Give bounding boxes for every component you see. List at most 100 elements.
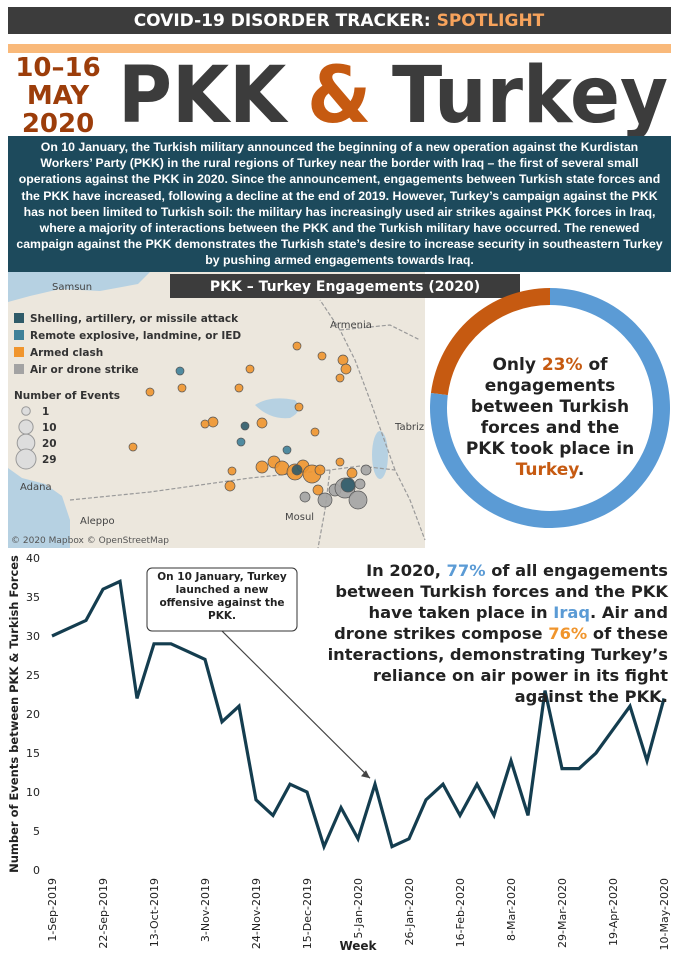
y-tick-label: 20	[26, 708, 40, 721]
map-title: PKK – Turkey Engagements (2020)	[210, 279, 480, 295]
event-marker	[294, 402, 304, 412]
event-marker	[128, 442, 138, 452]
header: COVID-19 DISORDER TRACKER: SPOTLIGHT	[134, 11, 545, 31]
sea	[8, 272, 150, 302]
y-tick-label: 10	[26, 786, 40, 799]
lake	[255, 398, 299, 419]
text: Only	[492, 355, 542, 375]
title-part: PKK	[118, 51, 289, 141]
text: of all engagements between Turkish force…	[335, 561, 668, 622]
title-part: Turkey	[392, 51, 668, 141]
date-days: 10–16	[15, 53, 100, 83]
event-marker	[240, 421, 250, 431]
size-legend-circle	[21, 406, 31, 416]
title: PKK & Turkey	[118, 51, 668, 141]
size-legend-label: 29	[42, 454, 57, 466]
event-marker	[256, 417, 268, 429]
x-tick-label: 22-Sep-2019	[97, 878, 110, 949]
y-axis-label: Number of Events between PKK & Turkish F…	[7, 555, 21, 873]
event-marker	[292, 341, 302, 351]
legend-swatch	[14, 347, 24, 357]
event-marker	[337, 354, 349, 366]
place-label: Aleppo	[80, 516, 115, 527]
annotation-arrow	[221, 630, 371, 779]
event-marker	[354, 478, 366, 490]
text: of engagements between Turkish forces an…	[465, 355, 635, 459]
size-legend-label: 10	[42, 422, 57, 434]
event-marker	[236, 437, 246, 447]
event-marker	[200, 419, 210, 429]
iraq-text: In 2020, 77% of all engagements between …	[318, 560, 668, 707]
event-marker	[317, 351, 327, 361]
place-label: Adana	[20, 482, 52, 493]
x-tick-label: 29-Mar-2020	[556, 878, 569, 948]
highlight: 76%	[548, 624, 588, 643]
arrow-head	[361, 770, 370, 779]
annotation: On 10 January, Turkey launched a new off…	[157, 571, 287, 622]
line	[51, 579, 666, 852]
event-marker	[234, 383, 244, 393]
place-label: Tabriz	[394, 422, 424, 433]
y-tick-label: 25	[26, 669, 40, 682]
event-marker	[314, 464, 326, 476]
x-tick-label: 19-Apr-2020	[607, 878, 620, 946]
donut-text: Only 23% of engagements between Turkish …	[462, 355, 638, 481]
highlight: 23%	[541, 355, 583, 375]
accent-line	[8, 44, 671, 53]
place-label: Samsun	[52, 282, 92, 293]
event-marker	[317, 492, 333, 508]
size-legend-circle	[15, 448, 37, 470]
size-legend-circle	[18, 419, 34, 435]
header-highlight: SPOTLIGHT	[437, 11, 545, 31]
y-tick-label: 35	[26, 591, 40, 604]
legend-label: Air or drone strike	[30, 364, 139, 376]
event-marker	[340, 363, 352, 375]
event-marker	[340, 477, 356, 493]
sea	[8, 468, 70, 548]
text: In 2020,	[366, 561, 447, 580]
highlight: Iraq	[553, 603, 591, 622]
size-legend-label: 1	[42, 406, 49, 418]
y-tick-label: 30	[26, 630, 40, 643]
event-marker	[360, 464, 372, 476]
x-tick-label: 13-Oct-2019	[148, 878, 161, 947]
x-tick-label: 8-Mar-2020	[505, 878, 518, 941]
border	[69, 299, 426, 549]
event-marker	[346, 467, 358, 479]
title-amp: &	[307, 51, 371, 141]
event-marker	[227, 466, 237, 476]
intro-text: On 10 January, the Turkish military anno…	[8, 136, 671, 272]
event-marker	[177, 383, 187, 393]
event-marker	[291, 464, 303, 476]
date-year: 2020	[22, 109, 94, 139]
size-legend-label: 20	[42, 438, 57, 450]
donut-segment	[430, 288, 550, 396]
event-marker	[145, 387, 155, 397]
x-tick-label: 3-Nov-2019	[199, 878, 212, 942]
x-tick-label: 16-Feb-2020	[454, 878, 467, 947]
map-title-bar	[170, 274, 520, 298]
event-marker	[299, 491, 311, 503]
annotation-text: On 10 January, Turkey launched a new off…	[157, 571, 287, 622]
event-marker	[312, 484, 324, 496]
map-credit: © 2020 Mapbox © OpenStreetMap	[11, 536, 169, 546]
x-tick-label: 26-Jan-2020	[403, 878, 416, 946]
y-tick-label: 15	[26, 747, 40, 760]
date-month: MAY	[27, 81, 91, 111]
event-marker	[255, 460, 269, 474]
map: PKK – Turkey Engagements (2020) Samsun A…	[8, 272, 520, 549]
size-legend-title: Number of Events	[14, 390, 120, 402]
y-tick-label: 5	[33, 825, 40, 838]
lake	[372, 431, 388, 479]
event-marker	[335, 457, 345, 467]
event-marker	[207, 416, 219, 428]
legend-swatch	[14, 330, 24, 340]
legend-label: Armed clash	[30, 347, 103, 359]
x-tick-label: 24-Nov-2019	[250, 878, 263, 949]
x-tick-label: 1-Sep-2019	[46, 878, 59, 942]
text: of these interactions, demonstrating Tur…	[327, 624, 668, 706]
y-tick-label: 0	[33, 864, 40, 877]
